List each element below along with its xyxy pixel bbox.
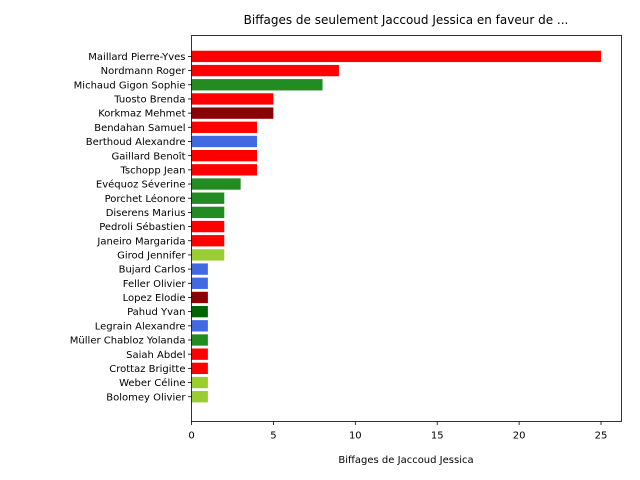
y-tick-label: Bolomey Olivier [106,392,186,403]
bar [191,277,208,289]
bar [191,305,208,318]
bar [191,79,323,91]
y-tick-label: Maillard Pierre-Yves [88,52,185,63]
y-tick-label: Diserens Marius [106,208,186,219]
chart-title: Biffages de seulement Jaccoud Jessica en… [244,13,569,27]
y-tick-label: Feller Olivier [123,279,187,290]
bar [191,178,241,190]
bar [191,149,258,162]
bar [191,376,208,389]
y-tick-label: Tuosto Brenda [113,95,185,106]
y-tick-label: Girod Jennifer [117,251,186,262]
bar [191,121,258,133]
bar [191,263,208,275]
x-tick-label: 15 [431,431,444,442]
y-tick-label: Crottaz Brigitte [109,364,185,375]
x-tick-label: 0 [188,431,194,442]
bar [191,249,225,261]
y-tick-label: Janeiro Margarida [96,236,185,247]
y-tick-label: Pedroli Sébastien [99,221,185,233]
bar [191,164,258,176]
y-tick-label: Porchet Léonore [105,193,186,205]
bar [191,235,225,247]
bar [191,291,208,304]
bar [191,135,258,148]
bars-layer [191,50,602,403]
y-tick-label: Korkmaz Mehmet [98,109,185,120]
bar [191,334,208,346]
x-axis-label: Biffages de Jaccoud Jessica [338,455,473,466]
bar [191,320,208,332]
y-tick-label: Legrain Alexandre [95,321,186,332]
bar [191,64,339,77]
y-tick-label: Bendahan Samuel [94,123,185,134]
bar [191,50,602,63]
y-tick-label: Berthoud Alexandre [86,137,186,148]
bar [191,107,274,119]
bar [191,391,208,403]
y-tick-label: Tschopp Jean [119,165,185,176]
bar [191,220,225,233]
y-tick-label: Weber Céline [119,377,185,389]
y-tick-label: Nordmann Roger [101,66,187,77]
y-tick-label: Lopez Elodie [123,293,186,304]
y-tick-label: Saiah Abdel [126,350,185,361]
bar [191,206,225,219]
x-tick-label: 5 [270,431,276,442]
y-tick-label: Michaud Gigon Sophie [74,80,186,91]
plot-frame [191,35,622,422]
y-tick-label: Bujard Carlos [119,265,186,276]
x-tick-layer: 0 5 10 15 20 25 [188,421,608,442]
bar [191,348,208,360]
bar [191,192,225,204]
bar [191,93,274,105]
y-tick-label: Gaillard Benoît [112,150,186,162]
y-tick-label: Pahud Yvan [127,307,185,318]
x-tick-label: 25 [595,431,608,442]
x-tick-label: 10 [349,431,362,442]
y-tick-label: Evéquoz Séverine [96,179,186,191]
y-tick-label: Müller Chabloz Yolanda [70,336,186,347]
y-tick-layer: Maillard Pierre-Yves Nordmann Roger Michau… [70,52,192,403]
bar [191,362,208,375]
x-tick-label: 20 [513,431,526,442]
